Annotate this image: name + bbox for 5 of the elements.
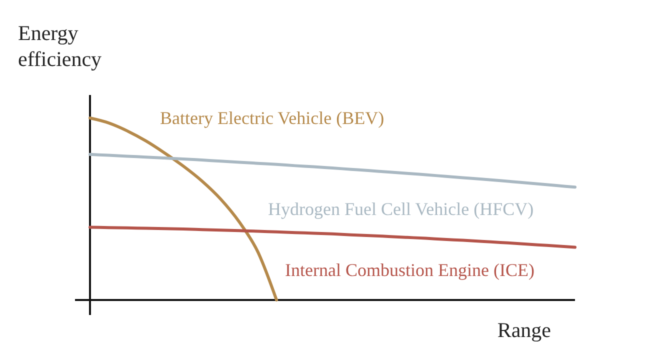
- x-axis-title: Range: [497, 318, 551, 342]
- series-label: Hydrogen Fuel Cell Vehicle (HFCV): [268, 199, 534, 219]
- series-label: Internal Combustion Engine (ICE): [285, 260, 534, 280]
- y-axis-title: Energy efficiency: [18, 21, 102, 71]
- series-label: Battery Electric Vehicle (BEV): [160, 108, 384, 128]
